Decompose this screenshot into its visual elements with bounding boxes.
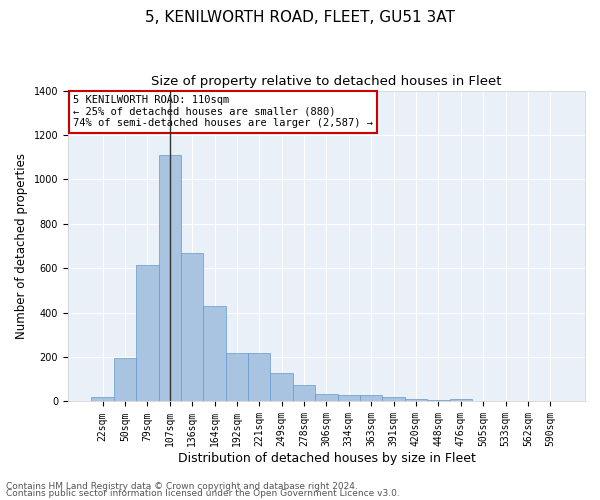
Title: Size of property relative to detached houses in Fleet: Size of property relative to detached ho… bbox=[151, 75, 502, 88]
Bar bbox=[114, 358, 136, 402]
Bar bbox=[315, 394, 338, 402]
Bar bbox=[226, 353, 248, 402]
Bar bbox=[360, 396, 382, 402]
Bar bbox=[203, 306, 226, 402]
Bar bbox=[427, 400, 449, 402]
Bar bbox=[181, 252, 203, 402]
Text: 5 KENILWORTH ROAD: 110sqm
← 25% of detached houses are smaller (880)
74% of semi: 5 KENILWORTH ROAD: 110sqm ← 25% of detac… bbox=[73, 95, 373, 128]
Bar bbox=[338, 395, 360, 402]
Bar bbox=[136, 265, 158, 402]
Y-axis label: Number of detached properties: Number of detached properties bbox=[15, 153, 28, 339]
Text: Contains public sector information licensed under the Open Government Licence v3: Contains public sector information licen… bbox=[6, 489, 400, 498]
Bar bbox=[382, 398, 405, 402]
Bar bbox=[91, 397, 114, 402]
Text: 5, KENILWORTH ROAD, FLEET, GU51 3AT: 5, KENILWORTH ROAD, FLEET, GU51 3AT bbox=[145, 10, 455, 25]
Text: Contains HM Land Registry data © Crown copyright and database right 2024.: Contains HM Land Registry data © Crown c… bbox=[6, 482, 358, 491]
X-axis label: Distribution of detached houses by size in Fleet: Distribution of detached houses by size … bbox=[178, 452, 475, 465]
Bar bbox=[248, 353, 271, 402]
Bar bbox=[293, 385, 315, 402]
Bar bbox=[449, 400, 472, 402]
Bar bbox=[158, 155, 181, 402]
Bar bbox=[271, 372, 293, 402]
Bar bbox=[405, 400, 427, 402]
